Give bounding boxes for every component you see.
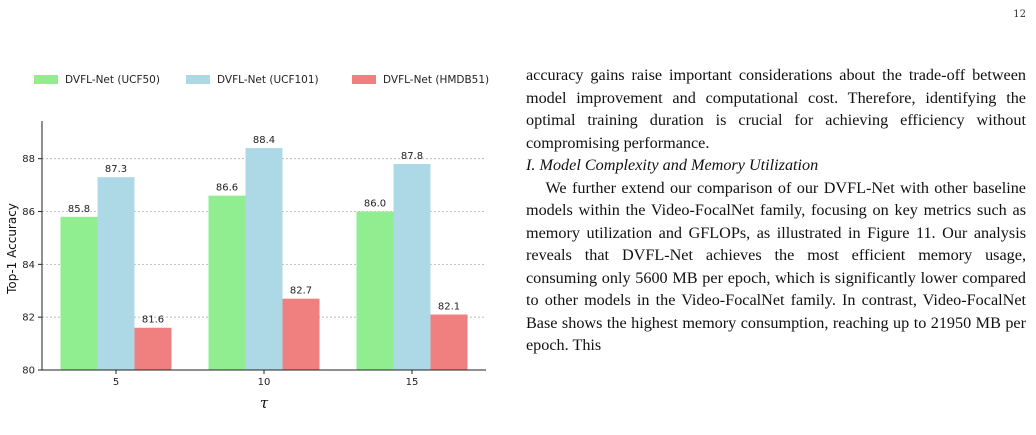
bar-data-label: 82.1	[438, 302, 460, 313]
x-axis-title: τ	[260, 394, 269, 412]
bar-data-label: 82.7	[290, 286, 312, 297]
chart-bars: 85.8 87.3 81.6 86.6 88.4 82.7 86.0 87.8 82.1	[60, 135, 468, 370]
bar-data-label: 86.6	[216, 183, 238, 194]
bar-data-label: 81.6	[142, 315, 164, 326]
legend-swatch	[352, 75, 376, 84]
bar	[97, 177, 135, 370]
legend-label: DVFL-Net (UCF50)	[65, 74, 160, 86]
paragraph-memory-utilization: We further extend our comparison of our …	[526, 178, 1026, 355]
bar	[430, 314, 468, 370]
chart-legend: DVFL-Net (UCF50) DVFL-Net (UCF101) DVFL-Ne…	[34, 74, 489, 86]
bar	[60, 216, 98, 370]
page-number: 12	[1013, 9, 1026, 20]
chart-svg: DVFL-Net (UCF50) DVFL-Net (UCF101) DVFL-Ne…	[5, 74, 489, 412]
bar	[245, 148, 283, 370]
y-tick-label: 80	[22, 366, 35, 377]
bar-data-label: 88.4	[253, 135, 275, 146]
y-axis-title: Top-1 Accuracy	[5, 203, 19, 295]
bar	[356, 211, 394, 370]
y-tick-label: 84	[22, 260, 35, 271]
chart-axes: 80 82 84 86 88 5 10 15	[22, 121, 486, 388]
legend-label: DVFL-Net (HMDB51)	[383, 74, 489, 86]
legend-swatch	[34, 75, 58, 84]
y-tick-label: 88	[22, 154, 35, 165]
bar-data-label: 87.8	[401, 151, 423, 162]
body-text-column: accuracy gains raise important considera…	[526, 64, 1026, 435]
x-tick-label: 10	[258, 377, 271, 388]
bar	[134, 327, 172, 370]
bar	[282, 298, 320, 370]
y-tick-label: 86	[22, 207, 35, 218]
bar-data-label: 85.8	[68, 204, 90, 215]
accuracy-bar-chart: DVFL-Net (UCF50) DVFL-Net (UCF101) DVFL-Ne…	[0, 60, 500, 435]
bar-data-label: 86.0	[364, 199, 386, 210]
bar-data-label: 87.3	[105, 164, 127, 175]
x-tick-label: 5	[113, 377, 119, 388]
bar	[393, 163, 431, 370]
section-heading: I. Model Complexity and Memory Utilizati…	[526, 156, 819, 174]
bar	[208, 195, 246, 370]
legend-label: DVFL-Net (UCF101)	[217, 74, 319, 86]
legend-swatch	[186, 75, 210, 84]
y-tick-label: 82	[22, 313, 35, 324]
x-tick-label: 15	[406, 377, 419, 388]
paragraph-continued: accuracy gains raise important considera…	[526, 66, 1026, 152]
